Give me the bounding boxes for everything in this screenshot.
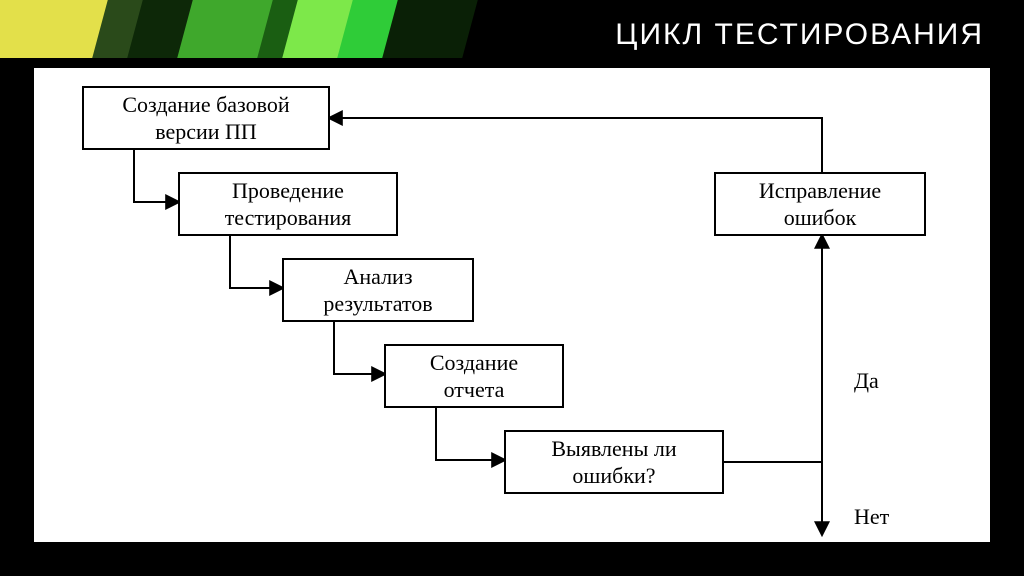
flowchart-node-n2: Проведениетестирования [178, 172, 398, 236]
edge-label-yes: Да [854, 368, 879, 394]
slide-title: ЦИКЛ ТЕСТИРОВАНИЯ [615, 18, 984, 52]
flowchart-node-n6: Исправлениеошибок [714, 172, 926, 236]
flowchart-container: Создание базовойверсии ПП Проведениетести… [32, 66, 992, 544]
edge-label-no: Нет [854, 504, 889, 530]
flowchart-node-n5: Выявлены лиошибки? [504, 430, 724, 494]
flowchart-node-n4: Созданиеотчета [384, 344, 564, 408]
flowchart-node-n3: Анализрезультатов [282, 258, 474, 322]
flowchart-node-n1: Создание базовойверсии ПП [82, 86, 330, 150]
